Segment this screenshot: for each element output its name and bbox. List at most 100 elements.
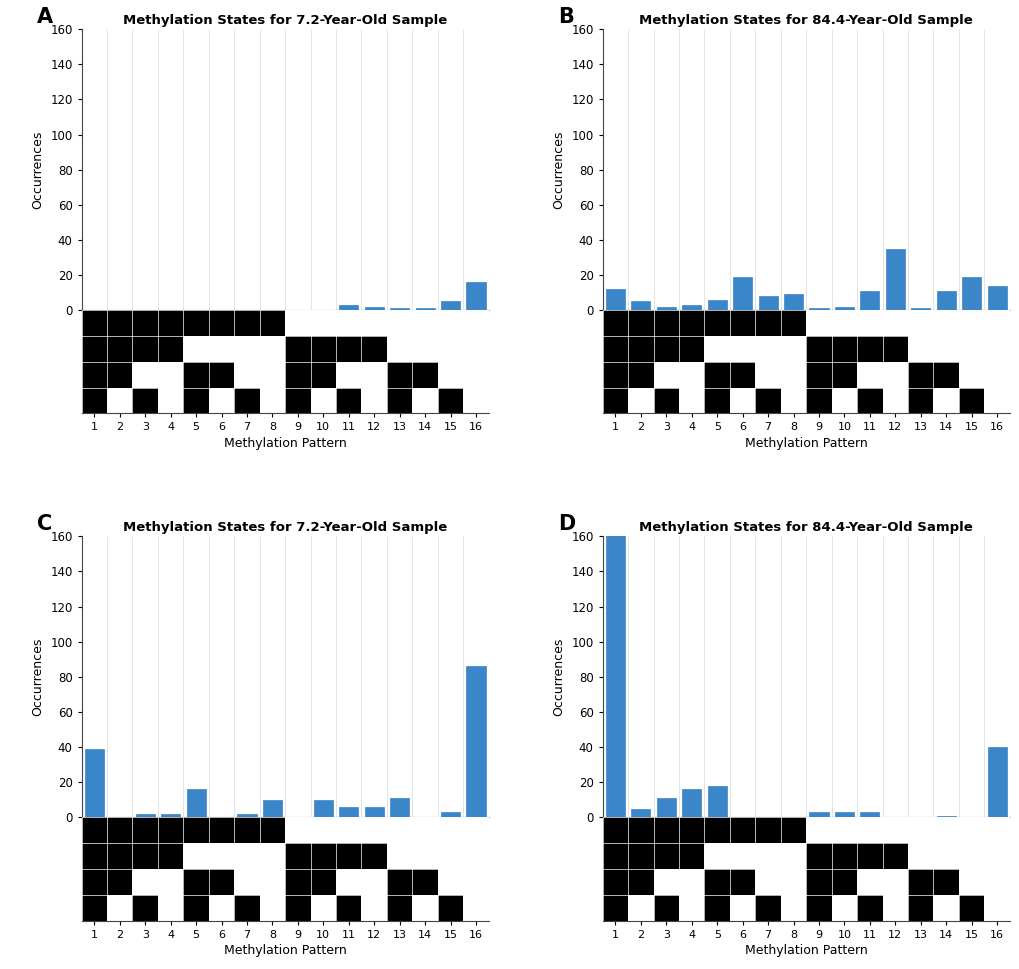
Bar bbox=[260, 361, 285, 388]
Bar bbox=[82, 818, 107, 843]
Bar bbox=[311, 336, 335, 361]
Bar bbox=[285, 818, 311, 843]
Bar bbox=[285, 336, 311, 361]
Bar bbox=[704, 388, 730, 414]
Bar bbox=[234, 894, 260, 921]
Bar bbox=[107, 361, 132, 388]
Bar bbox=[755, 818, 780, 843]
Bar bbox=[628, 843, 653, 869]
Bar bbox=[780, 336, 805, 361]
Bar bbox=[805, 843, 830, 869]
Bar bbox=[859, 812, 878, 818]
Bar bbox=[107, 818, 132, 843]
Bar bbox=[679, 869, 704, 894]
Bar bbox=[234, 361, 260, 388]
Bar bbox=[209, 388, 234, 414]
Bar bbox=[463, 388, 488, 414]
Bar bbox=[805, 818, 830, 843]
Bar bbox=[881, 843, 907, 869]
Bar bbox=[958, 388, 983, 414]
Bar bbox=[466, 667, 485, 818]
Bar bbox=[386, 869, 412, 894]
Bar bbox=[389, 308, 409, 310]
Bar bbox=[285, 310, 311, 336]
Bar bbox=[932, 336, 958, 361]
Bar bbox=[935, 291, 955, 310]
Bar bbox=[628, 388, 653, 414]
Bar bbox=[602, 310, 628, 336]
Bar bbox=[679, 818, 704, 843]
Bar bbox=[856, 869, 881, 894]
Text: B: B bbox=[557, 7, 574, 26]
Bar bbox=[704, 843, 730, 869]
Bar bbox=[805, 869, 830, 894]
Bar bbox=[158, 336, 183, 361]
Bar bbox=[412, 361, 437, 388]
Bar bbox=[285, 843, 311, 869]
Bar bbox=[602, 388, 628, 414]
Bar bbox=[339, 807, 358, 818]
Bar bbox=[704, 818, 730, 843]
Bar bbox=[830, 869, 856, 894]
Bar bbox=[209, 818, 234, 843]
Bar bbox=[132, 818, 158, 843]
Bar bbox=[780, 388, 805, 414]
Bar bbox=[932, 361, 958, 388]
Bar bbox=[707, 786, 726, 818]
Bar bbox=[158, 310, 183, 336]
Text: A: A bbox=[37, 7, 53, 26]
Bar bbox=[755, 361, 780, 388]
Bar bbox=[679, 388, 704, 414]
Bar bbox=[260, 869, 285, 894]
Bar bbox=[653, 361, 679, 388]
Bar bbox=[183, 894, 209, 921]
Bar bbox=[158, 843, 183, 869]
Bar bbox=[983, 388, 1009, 414]
Bar bbox=[183, 388, 209, 414]
Bar bbox=[628, 336, 653, 361]
Bar bbox=[412, 336, 437, 361]
Bar bbox=[412, 894, 437, 921]
Bar bbox=[132, 894, 158, 921]
Bar bbox=[631, 809, 650, 818]
Title: Methylation States for 84.4-Year-Old Sample: Methylation States for 84.4-Year-Old Sam… bbox=[639, 14, 972, 26]
Bar bbox=[412, 818, 437, 843]
Bar bbox=[183, 310, 209, 336]
Bar bbox=[412, 388, 437, 414]
Bar bbox=[958, 894, 983, 921]
Bar bbox=[361, 388, 386, 414]
Bar bbox=[602, 869, 628, 894]
Bar bbox=[653, 869, 679, 894]
Bar bbox=[132, 388, 158, 414]
Bar bbox=[628, 894, 653, 921]
Bar bbox=[389, 798, 409, 818]
Bar bbox=[437, 843, 463, 869]
Bar bbox=[82, 843, 107, 869]
Bar bbox=[730, 388, 755, 414]
Bar bbox=[809, 812, 827, 818]
Bar bbox=[463, 361, 488, 388]
Bar bbox=[958, 843, 983, 869]
Bar bbox=[234, 388, 260, 414]
X-axis label: Methylation Pattern: Methylation Pattern bbox=[744, 436, 867, 450]
Bar bbox=[830, 361, 856, 388]
Bar bbox=[132, 843, 158, 869]
Bar bbox=[932, 388, 958, 414]
Bar bbox=[983, 336, 1009, 361]
Bar bbox=[161, 814, 180, 818]
Bar bbox=[440, 301, 460, 310]
Bar bbox=[437, 361, 463, 388]
Bar bbox=[856, 361, 881, 388]
Bar bbox=[602, 818, 628, 843]
Bar bbox=[758, 297, 776, 310]
Bar bbox=[881, 336, 907, 361]
Bar bbox=[386, 843, 412, 869]
Bar bbox=[260, 894, 285, 921]
Bar bbox=[881, 894, 907, 921]
Bar bbox=[82, 310, 107, 336]
Bar bbox=[437, 310, 463, 336]
Bar bbox=[881, 869, 907, 894]
Text: D: D bbox=[557, 514, 575, 534]
Bar bbox=[835, 812, 853, 818]
Bar bbox=[311, 894, 335, 921]
